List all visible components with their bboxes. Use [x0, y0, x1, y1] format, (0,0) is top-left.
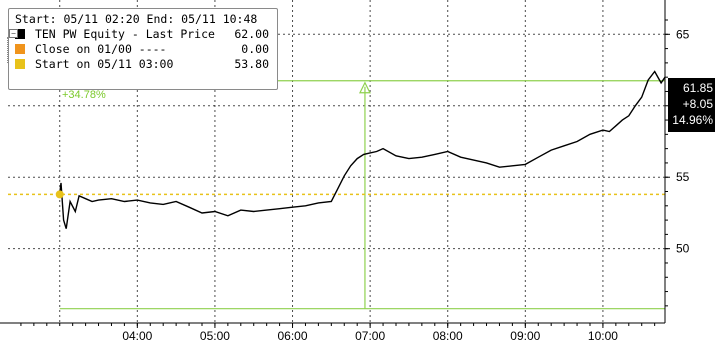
- legend-item-start[interactable]: Start on 05/11 03:00 53.80: [15, 57, 271, 72]
- legend-header: Start: 05/11 02:20 End: 05/11 10:48: [15, 12, 258, 26]
- x-tick-label: 09:00: [510, 329, 540, 343]
- last-price-change: +8.05: [682, 97, 713, 111]
- last-price-tag: 61.85 +8.05 14.96%: [668, 78, 715, 132]
- x-axis-ticks: 04:00 05:00 06:00 07:00 08:00 09:00 10:00: [20, 323, 656, 343]
- legend-item-close[interactable]: Close on 01/00 ---- 0.00: [15, 42, 271, 57]
- last-price-percent: 14.96%: [672, 113, 713, 127]
- x-tick-label: 05:00: [200, 329, 230, 343]
- x-tick-label: 07:00: [355, 329, 385, 343]
- legend-swatch-start: [15, 59, 25, 69]
- measure-arrow-icon: [358, 81, 371, 94]
- legend: Start: 05/11 02:20 End: 05/11 10:48 − TE…: [7, 8, 278, 90]
- legend-swatch-close: [15, 44, 25, 54]
- chart-grid: [8, 0, 665, 323]
- legend-label: Close on 01/00 ----: [34, 42, 167, 56]
- legend-swatch-price: [15, 29, 25, 39]
- legend-label: Start on 05/11 03:00: [34, 57, 174, 71]
- collapse-icon[interactable]: −: [9, 29, 18, 38]
- legend-value: 53.80: [234, 57, 269, 71]
- change-percent-label: +34.78%: [62, 89, 106, 101]
- y-tick-label: 55: [676, 170, 690, 184]
- x-tick-label: 04:00: [122, 329, 152, 343]
- price-line-series: [59, 70, 666, 229]
- y-tick-label: 50: [676, 242, 690, 256]
- legend-label: TEN PW Equity - Last Price: [34, 27, 215, 41]
- x-tick-label: 10:00: [588, 329, 618, 343]
- legend-value: 62.00: [234, 27, 269, 41]
- x-tick-label: 06:00: [278, 329, 308, 343]
- x-tick-label: 08:00: [433, 329, 463, 343]
- axes: [0, 0, 666, 324]
- legend-value: 0.00: [241, 42, 269, 56]
- y-tick-label: 65: [676, 27, 690, 41]
- legend-item-price[interactable]: − TEN PW Equity - Last Price 62.00: [9, 27, 271, 42]
- tree-connector: [7, 37, 9, 63]
- y-axis-ticks: 50 55 65: [665, 19, 690, 307]
- last-price-value: 61.85: [682, 81, 713, 95]
- start-marker: [55, 190, 64, 199]
